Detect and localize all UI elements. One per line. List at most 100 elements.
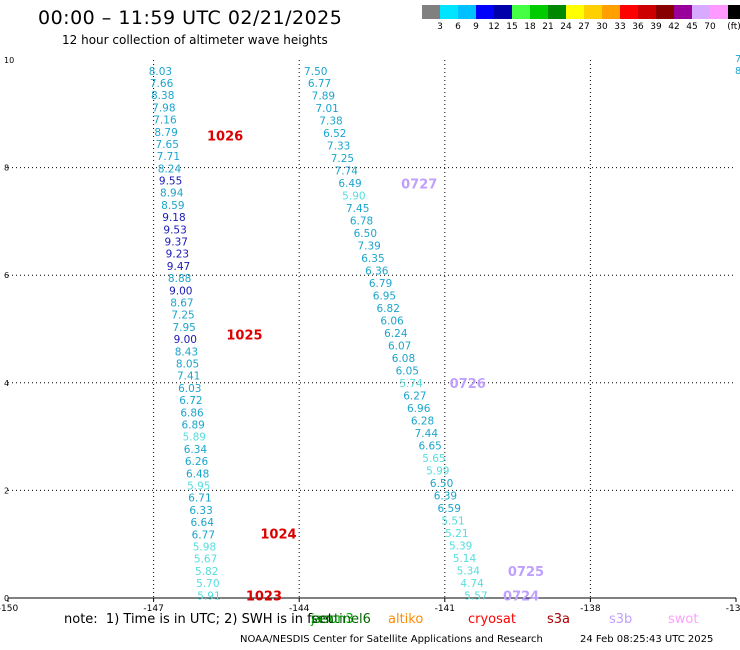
legend-label: 9 (473, 22, 479, 32)
swh-value-label: 9.55 (159, 176, 182, 188)
swh-value-label: 7.25 (171, 310, 194, 322)
mission-label-s3a: s3a (547, 612, 571, 627)
edge-swh-value: 7 (735, 54, 740, 65)
swh-value-label: 8.03 (149, 66, 172, 78)
pass-time-label: 0727 (401, 178, 437, 193)
swh-value-label: 7.25 (331, 153, 354, 165)
legend-swatch (638, 5, 656, 19)
swh-value-label: 5.91 (197, 590, 220, 602)
edge-swh-value: 8 (735, 66, 740, 77)
swh-value-label: 6.26 (185, 456, 209, 468)
mission-label-s3b: s3b (609, 612, 633, 627)
swh-value-label: 5.21 (445, 528, 468, 540)
legend-label: 3 (437, 22, 443, 32)
x-tick-label: -135 (726, 604, 740, 612)
swh-value-label: 5.89 (183, 432, 206, 444)
swh-value-label: 9.00 (174, 334, 197, 346)
legend-label: 30 (596, 22, 608, 32)
legend-label: 39 (650, 22, 662, 32)
swh-value-label: 9.00 (169, 285, 192, 297)
swh-value-label: 8.94 (160, 188, 184, 200)
pass-time-label: 1025 (226, 328, 262, 343)
legend-swatch (566, 5, 584, 19)
legend-swatch (494, 5, 512, 19)
swh-value-label: 6.08 (392, 353, 415, 365)
chart-title: 00:00 – 11:59 UTC 02/21/2025 (38, 7, 343, 29)
swh-value-label: 5.67 (194, 554, 217, 566)
swh-value-label: 7.50 (304, 66, 327, 78)
x-tick-label: -147 (143, 604, 163, 612)
swh-value-label: 6.28 (411, 415, 434, 427)
swh-value-label: 6.33 (189, 505, 212, 517)
swh-value-label: 6.72 (179, 395, 202, 407)
swh-value-label: 7.45 (346, 203, 369, 215)
swh-value-label: 6.86 (180, 407, 204, 419)
legend-swatch (530, 5, 548, 19)
legend-label: 12 (488, 22, 500, 32)
swh-value-label: 8.59 (161, 200, 184, 212)
swh-value-label: 7.01 (315, 103, 338, 115)
swh-value-label: 7.66 (150, 78, 174, 90)
x-tick-label: -141 (435, 604, 455, 612)
y-tick-label: 2 (4, 486, 9, 495)
swh-value-label: 6.71 (188, 493, 211, 505)
swh-value-label: 8.88 (168, 273, 191, 285)
timestamp-text: 24 Feb 08:25:43 UTC 2025 (580, 634, 714, 645)
legend-swatch (512, 5, 530, 19)
swh-value-label: 6.35 (361, 253, 384, 265)
legend-swatch (476, 5, 494, 19)
swh-value-label: 9.53 (163, 224, 186, 236)
pass-time-label: 1026 (207, 129, 243, 144)
y-tick-label: 6 (4, 271, 9, 280)
swh-value-label: 6.82 (377, 303, 400, 315)
pass-time-label: 1023 (246, 589, 282, 604)
legend-label: 70 (704, 22, 716, 32)
mission-label-cryosat: cryosat (468, 612, 516, 627)
legend-swatch (584, 5, 602, 19)
swh-value-label: 8.43 (175, 346, 198, 358)
legend-label: 45 (686, 22, 698, 32)
x-tick-label: -138 (580, 604, 601, 612)
swh-value-label: 9.47 (167, 261, 190, 273)
swh-value-label: 7.95 (172, 322, 195, 334)
swh-value-label: 6.79 (369, 278, 392, 290)
swh-value-label: 7.16 (153, 115, 177, 127)
swh-value-label: 6.39 (434, 490, 457, 502)
swh-value-label: 6.89 (181, 420, 204, 432)
legend-swatch (710, 5, 728, 19)
swh-value-label: 6.52 (323, 128, 346, 140)
legend-swatch (422, 5, 440, 19)
swh-value-label: 7.98 (152, 102, 175, 114)
swh-value-label: 5.82 (195, 566, 218, 578)
swh-value-label: 5.14 (453, 553, 477, 565)
swh-value-label: 6.07 (388, 341, 411, 353)
pass-time-label: 0726 (450, 377, 486, 392)
swh-value-label: 6.96 (407, 403, 431, 415)
swh-value-label: 6.64 (191, 517, 215, 529)
legend-swatch (458, 5, 476, 19)
legend-label: 6 (455, 22, 461, 32)
legend-label: (ft) (727, 22, 740, 32)
swh-value-label: 6.78 (350, 216, 373, 228)
swh-value-label: 5.98 (193, 542, 216, 554)
swh-value-label: 6.48 (186, 468, 209, 480)
swh-value-label: 5.34 (457, 565, 481, 577)
swh-value-label: 5.70 (196, 578, 219, 590)
swh-value-label: 7.74 (335, 166, 359, 178)
swh-value-label: 7.41 (177, 371, 200, 383)
mission-label-sentinel6: sentinel6 (311, 612, 371, 627)
mission-label-swot: swot (668, 612, 699, 627)
swh-value-label: 6.27 (403, 390, 426, 402)
swh-value-label: 6.65 (418, 440, 441, 452)
swh-value-label: 4.74 (460, 578, 484, 590)
swh-value-label: 6.03 (178, 383, 201, 395)
y-tick-label: 0 (4, 594, 9, 603)
swh-value-label: 9.37 (165, 237, 188, 249)
swh-value-label: 7.89 (312, 91, 335, 103)
swh-value-label: 8.24 (158, 163, 182, 175)
swh-value-label: 8.79 (154, 127, 177, 139)
pass-time-label: 0725 (508, 565, 544, 580)
swh-value-label: 5.57 (464, 590, 487, 602)
swh-value-label: 8.38 (151, 90, 174, 102)
legend-label: 27 (578, 22, 590, 32)
